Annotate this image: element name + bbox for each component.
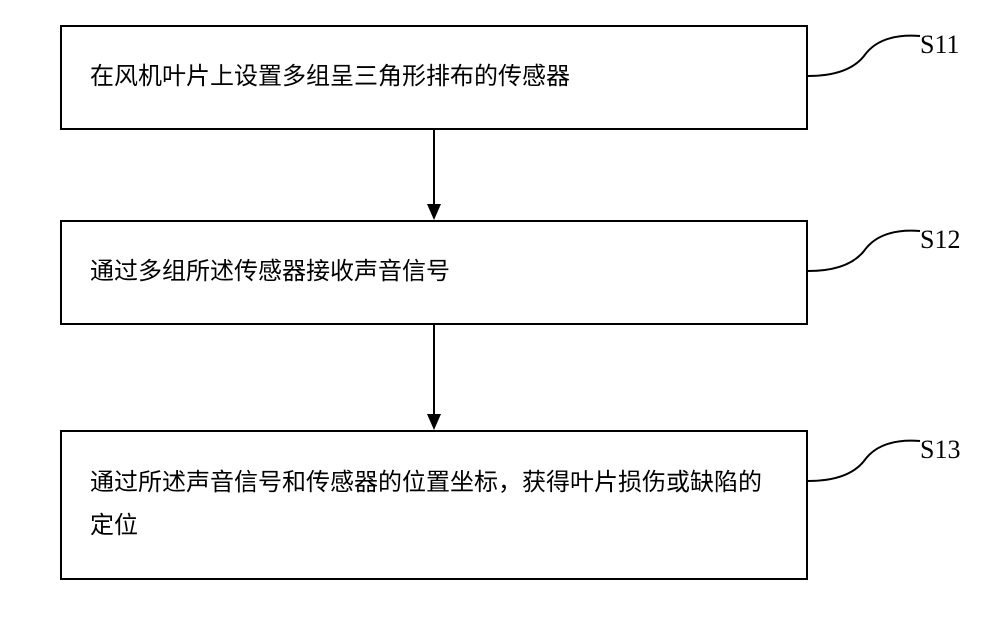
label-curve-s13	[808, 433, 920, 483]
step-text-s12: 通过多组所述传感器接收声音信号	[90, 251, 450, 294]
step-label-s13: S13	[920, 435, 960, 465]
label-curve-s12	[808, 223, 920, 273]
step-text-s13: 通过所述声音信号和传感器的位置坐标，获得叶片损伤或缺陷的定位	[90, 462, 778, 548]
step-label-s12: S12	[920, 225, 960, 255]
arrow-s12-s13	[424, 325, 444, 430]
flowchart-container: 在风机叶片上设置多组呈三角形排布的传感器 S11 通过多组所述传感器接收声音信号…	[0, 0, 1000, 638]
step-box-s11: 在风机叶片上设置多组呈三角形排布的传感器	[60, 25, 808, 130]
step-box-s12: 通过多组所述传感器接收声音信号	[60, 220, 808, 325]
step-label-s11: S11	[920, 30, 960, 60]
step-box-s13: 通过所述声音信号和传感器的位置坐标，获得叶片损伤或缺陷的定位	[60, 430, 808, 580]
arrow-s11-s12	[424, 130, 444, 220]
label-curve-s11	[808, 28, 920, 78]
step-text-s11: 在风机叶片上设置多组呈三角形排布的传感器	[90, 56, 570, 99]
